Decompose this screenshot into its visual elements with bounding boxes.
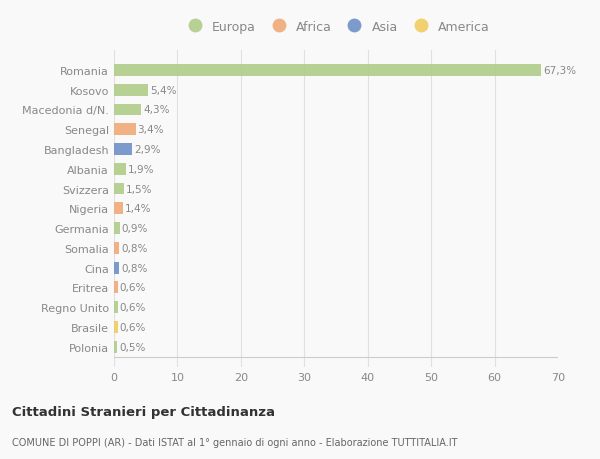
Text: 1,4%: 1,4%: [125, 204, 151, 214]
Bar: [114, 144, 133, 156]
Bar: [114, 321, 118, 333]
Text: COMUNE DI POPPI (AR) - Dati ISTAT al 1° gennaio di ogni anno - Elaborazione TUTT: COMUNE DI POPPI (AR) - Dati ISTAT al 1° …: [12, 437, 458, 447]
Text: 67,3%: 67,3%: [543, 66, 576, 76]
Text: 1,5%: 1,5%: [125, 184, 152, 194]
Text: 3,4%: 3,4%: [137, 125, 164, 135]
Text: 0,6%: 0,6%: [120, 322, 146, 332]
Bar: [114, 302, 118, 313]
Bar: [114, 65, 541, 77]
Text: 0,8%: 0,8%: [121, 243, 148, 253]
Bar: [114, 282, 118, 294]
Bar: [114, 223, 120, 235]
Text: Cittadini Stranieri per Cittadinanza: Cittadini Stranieri per Cittadinanza: [12, 405, 275, 419]
Bar: [114, 124, 136, 136]
Text: 0,6%: 0,6%: [120, 283, 146, 293]
Text: 2,9%: 2,9%: [134, 145, 161, 155]
Bar: [114, 242, 119, 254]
Bar: [114, 341, 117, 353]
Bar: [114, 104, 141, 116]
Text: 1,9%: 1,9%: [128, 164, 154, 174]
Bar: [114, 183, 124, 195]
Bar: [114, 84, 148, 96]
Bar: [114, 262, 119, 274]
Text: 4,3%: 4,3%: [143, 105, 170, 115]
Text: 0,8%: 0,8%: [121, 263, 148, 273]
Text: 0,5%: 0,5%: [119, 342, 145, 352]
Legend: Europa, Africa, Asia, America: Europa, Africa, Asia, America: [177, 16, 495, 39]
Text: 0,6%: 0,6%: [120, 302, 146, 313]
Text: 0,9%: 0,9%: [122, 224, 148, 234]
Text: 5,4%: 5,4%: [150, 85, 176, 95]
Bar: [114, 203, 123, 215]
Bar: [114, 163, 126, 175]
